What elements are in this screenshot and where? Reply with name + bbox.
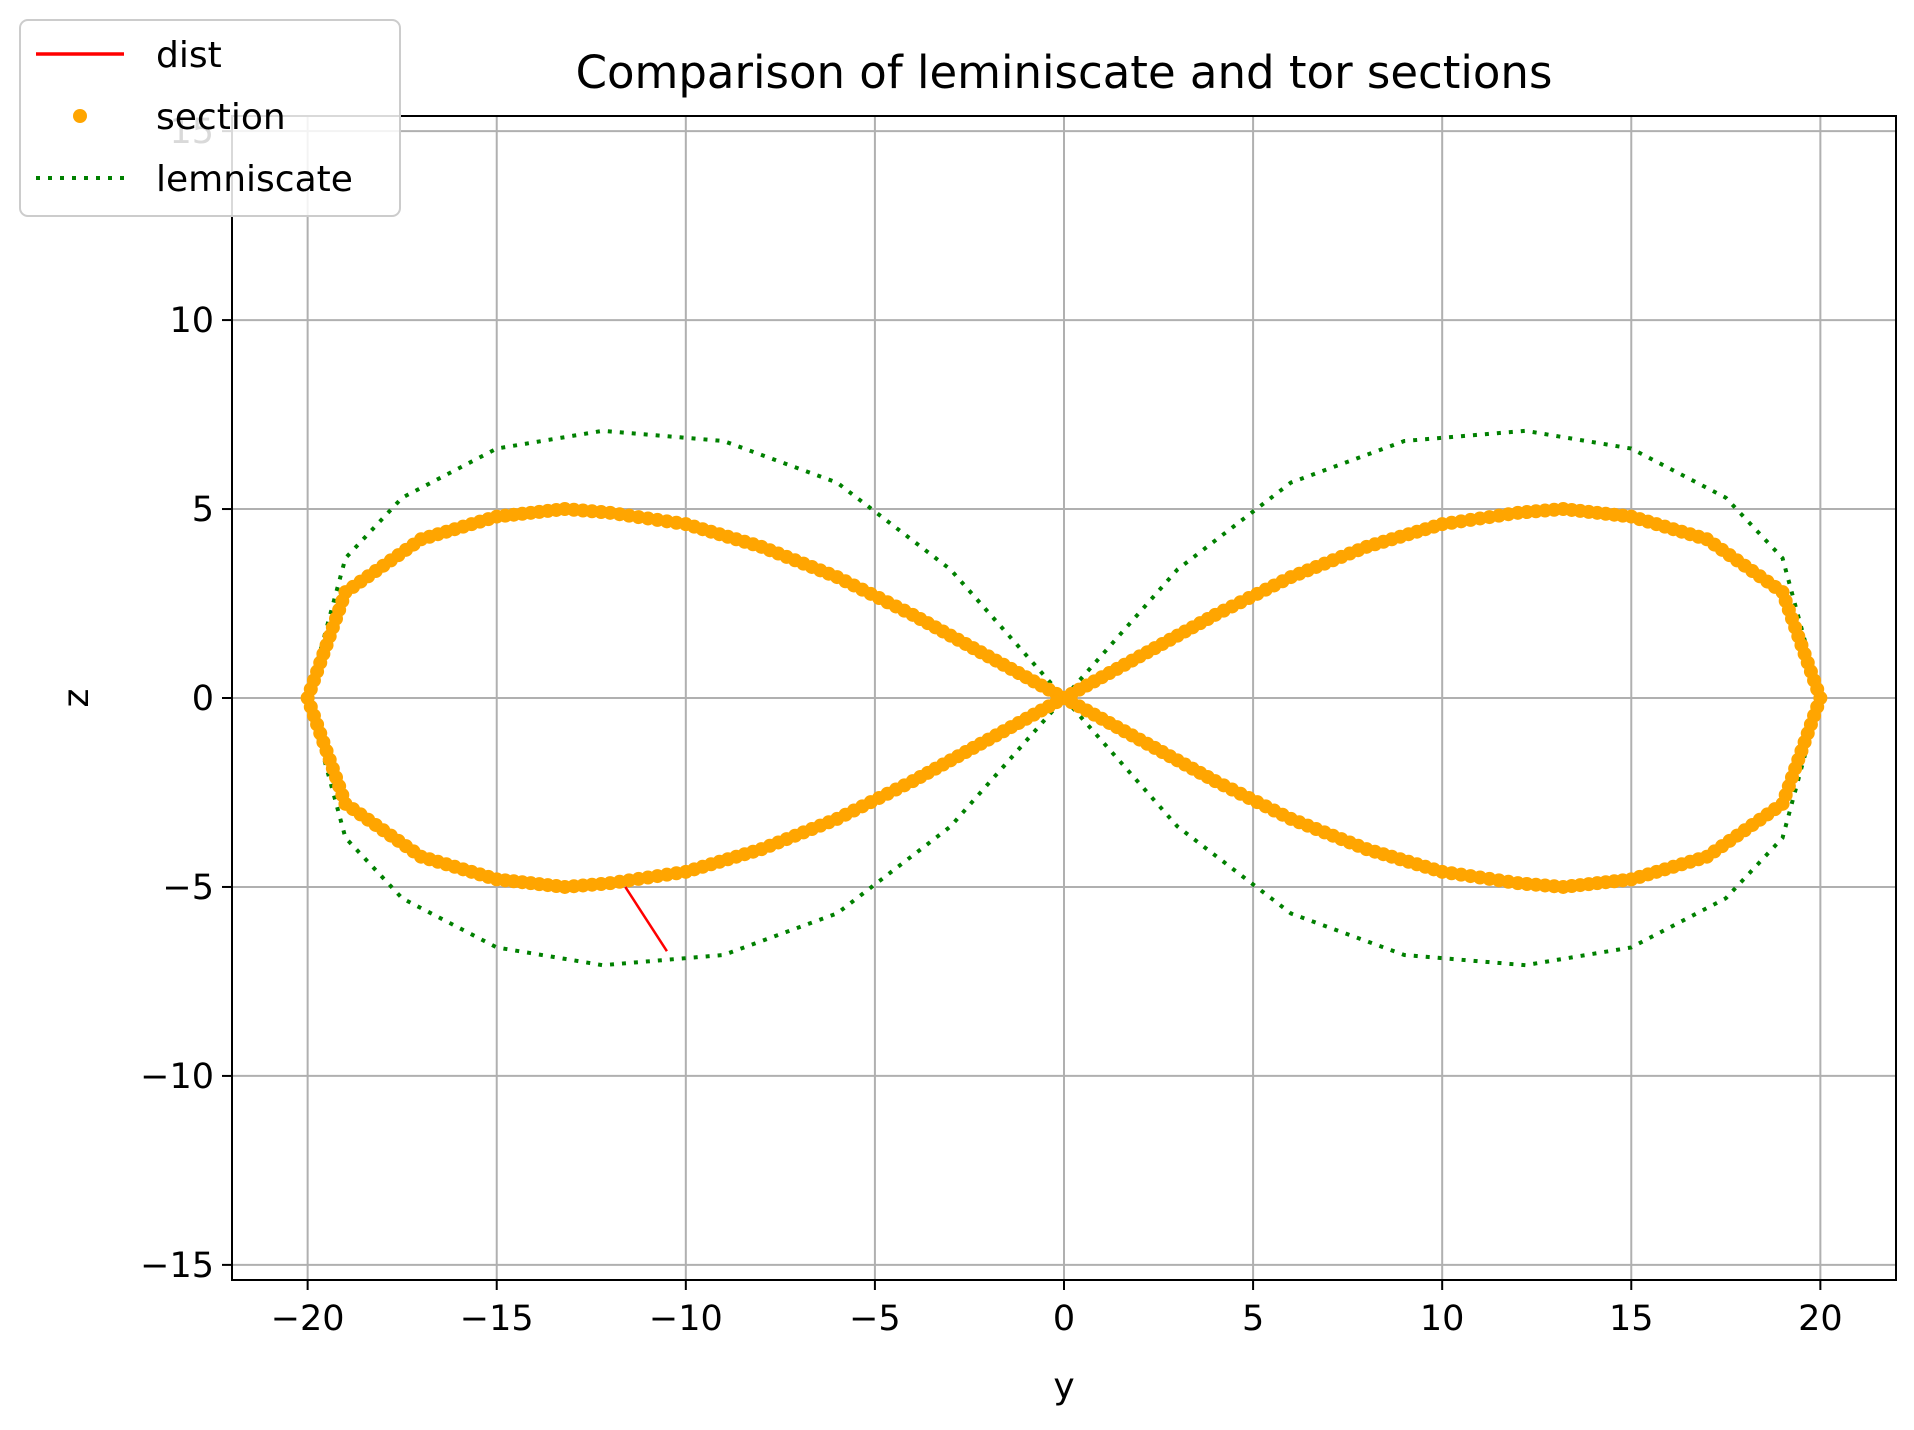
legend: dist section lemniscate <box>19 19 401 217</box>
x-axis-label: y <box>1053 1366 1074 1407</box>
plot-area <box>300 428 1828 968</box>
x-tick-label: 0 <box>1053 1299 1075 1339</box>
x-tick-label: 5 <box>1242 1299 1264 1339</box>
x-tick-label: −20 <box>271 1299 345 1339</box>
x-tick-label: 20 <box>1798 1299 1843 1339</box>
section-point <box>1049 695 1064 710</box>
legend-lemniscate-label: lemniscate <box>156 159 353 200</box>
y-tick-label: −5 <box>162 868 214 908</box>
y-tick-label: 0 <box>192 679 214 719</box>
legend-box <box>19 19 401 217</box>
chart-title: Comparison of leminiscate and tor sectio… <box>576 46 1553 99</box>
legend-section-label: section <box>156 97 286 138</box>
x-tick-label: −5 <box>849 1299 901 1339</box>
series-dist-line <box>624 886 668 952</box>
x-tick-label: 10 <box>1420 1299 1465 1339</box>
y-tick-label: −15 <box>140 1246 214 1286</box>
x-tick-label: −15 <box>460 1299 534 1339</box>
x-tick-label: 15 <box>1609 1299 1654 1339</box>
y-tick-label: 10 <box>169 301 214 341</box>
legend-section-swatch <box>73 109 87 123</box>
y-tick-label: −10 <box>140 1057 214 1097</box>
y-axis-label: z <box>56 689 97 708</box>
y-tick-label: 5 <box>192 490 214 530</box>
legend-dist-label: dist <box>156 35 222 76</box>
series-section <box>300 502 1828 894</box>
x-tick-label: −10 <box>649 1299 723 1339</box>
